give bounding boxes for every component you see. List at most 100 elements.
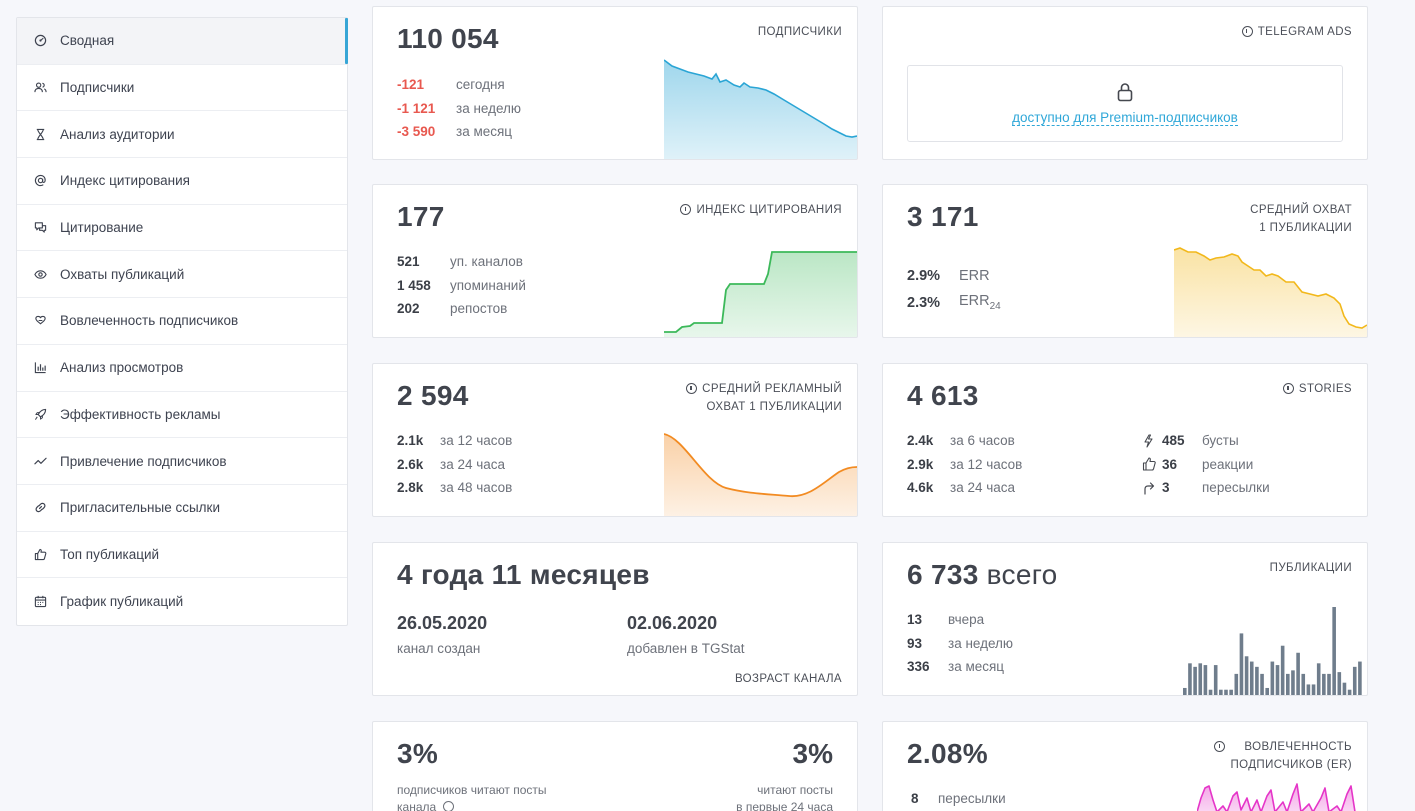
at-icon: [33, 174, 47, 188]
heart-hand-icon: [33, 314, 47, 328]
engagement-stats: 8 пересылки: [907, 787, 1006, 811]
citation-mentions-value: 1 458: [397, 277, 431, 293]
posts-month-value: 336: [907, 659, 930, 675]
engagement-card[interactable]: 2.08% ВОВЛЕЧЕННОСТЬ ПОДПИСЧИКОВ (ER) 8 пер…: [882, 721, 1368, 811]
publications-tag: ПУБЛИКАЦИИ: [1270, 559, 1352, 577]
citation-reposts-label: репостов: [450, 301, 508, 317]
publications-bar: [1188, 663, 1192, 695]
subscribers-count: 110 054: [397, 23, 499, 54]
subscribers-tag-label: ПОДПИСЧИКИ: [757, 26, 842, 38]
publications-bar: [1280, 645, 1285, 695]
err24-value: 2.3%: [907, 294, 941, 311]
channel-created-label: канал создан: [397, 641, 481, 656]
reactions-value: 36: [1162, 456, 1178, 472]
sidebar-item-6[interactable]: Вовлеченность подписчиков: [17, 298, 347, 345]
sidebar-nav: Сводная Подписчики Анализ аудитории Индекс …: [16, 17, 348, 626]
publications-bar: [1311, 684, 1316, 695]
err24-label: ERR24: [959, 293, 1001, 312]
subscribers-today-value: -121: [397, 77, 425, 93]
citation-index-tag-label: ИНДЕКС ЦИТИРОВАНИЯ: [696, 204, 842, 216]
publications-bar: [1301, 673, 1306, 695]
sidebar-item-10[interactable]: Пригласительные ссылки: [17, 485, 347, 532]
thumbs-up-icon: [1142, 457, 1156, 471]
publications-bar: [1234, 673, 1239, 695]
avg-reach-tag: СРЕДНИЙ ОХВАТ 1 ПУБЛИКАЦИИ: [1250, 201, 1352, 237]
sidebar-item-2[interactable]: Анализ аудитории: [17, 111, 347, 159]
avg-reach-sparkline: [1174, 247, 1367, 337]
hourglass-icon: [33, 127, 47, 141]
sidebar-item-1[interactable]: Подписчики: [17, 65, 347, 112]
publications-value: 6 733 всего: [907, 559, 1057, 591]
publications-card[interactable]: 6 733 всего ПУБЛИКАЦИИ 13 вчера 93 за неде…: [882, 542, 1368, 696]
sidebar-item-3[interactable]: Индекс цитирования: [17, 158, 347, 205]
read-share-left-label: подписчиков читают посты канала: [397, 782, 547, 811]
publications-bar: [1255, 666, 1259, 695]
sidebar-item-label: Привлечение подписчиков: [60, 453, 227, 469]
engagement-forwards-value: 8: [911, 791, 919, 807]
publications-count: 6 733: [907, 559, 979, 590]
citation-channels-value: 521: [397, 254, 420, 270]
posts-week-value: 93: [907, 635, 923, 651]
ad-reach-48h-label: за 48 часов: [440, 480, 513, 496]
sidebar-item-9[interactable]: Привлечение подписчиков: [17, 438, 347, 485]
sidebar-item-7[interactable]: Анализ просмотров: [17, 345, 347, 392]
publications-bar: [1203, 665, 1208, 695]
publications-bar: [1265, 687, 1269, 695]
ad-reach-value: 2 594: [397, 380, 469, 411]
sidebar-item-11[interactable]: Топ публикаций: [17, 532, 347, 579]
stories-card[interactable]: 4 613 STORIES 2.4k за 6 часов 2.9k за 12 ч…: [882, 363, 1368, 517]
sidebar-item-label: Пригласительные ссылки: [60, 500, 221, 516]
stories-24h-label: за 24 часа: [950, 480, 1016, 496]
stories-24h-value: 4.6k: [907, 480, 934, 496]
stories-6h-label: за 6 часов: [950, 433, 1015, 449]
subscribers-today-label: сегодня: [456, 77, 505, 93]
telegram-ads-card: TELEGRAM ADS доступно для Premium-подпис…: [882, 6, 1368, 160]
publications-bar: [1306, 684, 1311, 695]
engagement-tag-line1: ВОВЛЕЧЕННОСТЬ: [1244, 741, 1352, 753]
citation-channels-label: уп. каналов: [450, 254, 523, 270]
posts-yesterday-value: 13: [907, 612, 923, 628]
link-icon: [33, 501, 47, 515]
publications-bar: [1244, 656, 1249, 695]
ad-reach-card[interactable]: 2 594 СРЕДНИЙ РЕКЛАМНЫЙ ОХВАТ 1 ПУБЛИКАЦИ…: [372, 363, 858, 517]
publications-bar: [1322, 673, 1326, 695]
avg-reach-tag-line1: СРЕДНИЙ ОХВАТ: [1250, 204, 1352, 216]
avg-reach-card[interactable]: 3 171 СРЕДНИЙ ОХВАТ 1 ПУБЛИКАЦИИ 2.9% ERR …: [882, 184, 1368, 338]
ad-reach-sparkline: [664, 433, 857, 516]
ad-reach-12h-value: 2.1k: [397, 433, 424, 449]
read-share-left-value: 3%: [397, 738, 439, 769]
publications-bar: [1337, 672, 1342, 695]
engagement-tag-line2: ПОДПИСЧИКОВ (ER): [1230, 759, 1352, 771]
citation-sparkline: [664, 251, 857, 337]
sidebar-item-label: Цитирование: [60, 220, 144, 236]
engagement-sparkline: [1197, 783, 1356, 811]
sidebar-item-12[interactable]: График публикаций: [17, 578, 347, 625]
ad-reach-tag-line1: СРЕДНИЙ РЕКЛАМНЫЙ: [702, 383, 842, 395]
eye-icon: [33, 267, 47, 281]
subscribers-stats: -121 сегодня -1 121 за неделю -3 590 за мес…: [397, 73, 521, 144]
premium-link[interactable]: доступно для Premium-подписчиков: [1012, 109, 1238, 126]
sidebar-item-label: Сводная: [60, 33, 115, 49]
engagement-forwards-label: пересылки: [938, 791, 1006, 807]
info-icon: [1241, 26, 1253, 37]
channel-age-tag-label: ВОЗРАСТ КАНАЛА: [734, 673, 842, 685]
err-value: 2.9%: [907, 267, 941, 284]
publications-bar: [1296, 652, 1300, 695]
sidebar-item-5[interactable]: Охваты публикаций: [17, 251, 347, 299]
posts-week-label: за неделю: [948, 635, 1014, 651]
sidebar-item-8[interactable]: Эффективность рекламы: [17, 392, 347, 439]
publications-tag-label: ПУБЛИКАЦИИ: [1269, 562, 1352, 574]
sidebar-item-0[interactable]: Сводная: [17, 18, 348, 65]
info-icon: [1214, 741, 1226, 752]
stories-12h-value: 2.9k: [907, 456, 934, 472]
channel-added-label: добавлен в TGStat: [627, 641, 745, 656]
sidebar-item-4[interactable]: Цитирование: [17, 205, 347, 252]
subscribers-card[interactable]: 110 054 ПОДПИСЧИКИ -121 сегодня -1 121 за …: [372, 6, 858, 160]
publications-bar: [1275, 665, 1280, 695]
publications-bar: [1193, 666, 1197, 695]
telegram-ads-tag: TELEGRAM ADS: [1241, 23, 1352, 41]
posts-yesterday-label: вчера: [948, 612, 985, 628]
info-icon[interactable]: [442, 801, 454, 811]
publications-bar: [1229, 689, 1233, 695]
citation-index-card[interactable]: 177 ИНДЕКС ЦИТИРОВАНИЯ 521 уп. каналов 1 …: [372, 184, 858, 338]
